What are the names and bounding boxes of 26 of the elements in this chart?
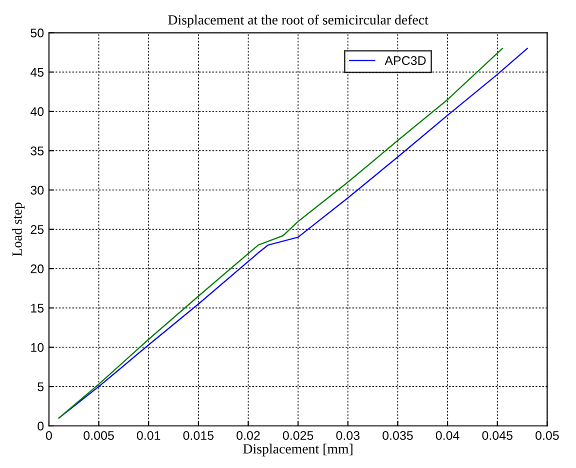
- y-axis-title: Load step: [12, 202, 25, 256]
- y-tick-label: 40: [30, 107, 44, 116]
- x-tick-label: 0.02: [236, 431, 260, 440]
- x-tick-label: 0.035: [382, 431, 413, 440]
- x-tick-label: 0.005: [84, 431, 114, 440]
- legend-label: APC3D: [384, 56, 426, 65]
- y-tick-label: 25: [30, 225, 44, 234]
- y-tick-label: 50: [30, 28, 44, 38]
- x-tick-label: 0: [46, 431, 52, 440]
- chart-title: Displacement at the root of semicircular defect: [168, 14, 428, 28]
- y-tick-label: 5: [38, 382, 44, 392]
- y-tick-label: 0: [38, 422, 44, 431]
- y-tick-label: 35: [30, 146, 44, 156]
- x-tick-label: 0.025: [282, 431, 314, 440]
- y-tick-label: 15: [31, 304, 44, 313]
- x-axis-title: Displacement [mm]: [243, 444, 352, 456]
- x-tick-label: 0.03: [336, 431, 360, 440]
- y-tick-label: 45: [30, 68, 44, 77]
- x-tick-label: 0.045: [482, 431, 512, 440]
- y-tick-label: 10: [31, 343, 44, 352]
- y-tick-label: 20: [30, 264, 44, 274]
- x-tick-label: 0.015: [183, 431, 214, 440]
- x-tick-label: 0.01: [136, 431, 160, 440]
- x-tick-label: 0.05: [536, 431, 559, 440]
- y-tick-label: 30: [30, 186, 44, 195]
- x-tick-label: 0.04: [436, 431, 460, 440]
